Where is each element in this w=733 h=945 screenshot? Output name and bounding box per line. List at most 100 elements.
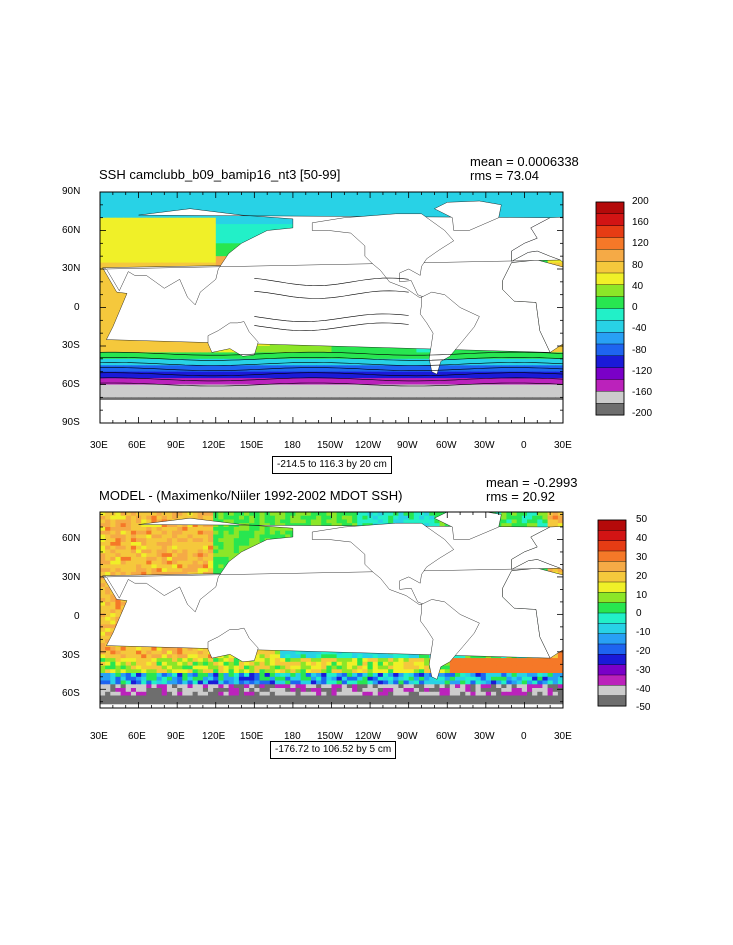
bottom-field-cell: [156, 519, 163, 524]
bottom-field-cell: [161, 571, 168, 577]
bottom-field-cell: [377, 519, 384, 524]
bottom-field-cell: [382, 519, 389, 524]
top-field-cell: [277, 224, 286, 232]
top-field-cell: [478, 371, 487, 379]
bottom-field-cell: [182, 571, 188, 577]
bottom-field-cell: [182, 560, 188, 565]
top-field-cell: [393, 358, 402, 366]
bottom-field-cell: [161, 523, 168, 528]
top-field-cell: [547, 365, 556, 373]
top-field-cell: [262, 198, 271, 206]
top-field-cell: [362, 384, 371, 392]
top-field-cell: [516, 371, 525, 379]
bottom-field-cell: [161, 515, 168, 520]
bottom-field-cell: [182, 515, 188, 520]
bottom-field-cell: [352, 519, 358, 524]
bottom-field-cell: [244, 519, 250, 524]
top-field-cell: [292, 192, 302, 199]
bottom-field-cell: [166, 534, 173, 539]
bottom-field-cell: [187, 527, 194, 532]
bottom-field-cell: [542, 515, 549, 520]
top-field-cell: [138, 371, 147, 379]
top-field-cell: [130, 230, 140, 238]
top-field-cell: [431, 378, 441, 386]
top-field-cell: [161, 262, 170, 270]
top-field-cell: [100, 390, 109, 398]
bottom-field-cell: [552, 512, 559, 517]
top-field-cell: [416, 365, 425, 373]
bottom-field-cell: [244, 527, 250, 532]
bottom-field-cell: [182, 523, 188, 528]
top-field-cell: [447, 390, 456, 398]
top-field-cell: [215, 198, 225, 206]
bottom-field-cell: [223, 553, 230, 558]
bottom-field-cell: [197, 527, 204, 532]
bottom-field-cell: [141, 560, 147, 565]
top-field-cell: [354, 198, 363, 206]
top-field-cell: [223, 384, 232, 392]
top-field-cell: [130, 352, 140, 360]
bottom-field-cell: [213, 523, 219, 528]
top-field-cell: [184, 256, 194, 264]
top-field-cell: [408, 352, 417, 360]
bottom-field-cell: [249, 515, 255, 520]
top-field-cell: [316, 204, 325, 212]
top-field-cell: [238, 236, 248, 244]
top-field-cell: [169, 192, 178, 199]
top-field-cell: [339, 346, 348, 353]
bottom-field-cell: [141, 523, 147, 528]
bottom-field-cell: [218, 527, 224, 532]
top-field-cell: [385, 378, 394, 386]
top-field-cell: [192, 249, 201, 257]
top-field-cell: [331, 211, 340, 219]
top-field-cell: [130, 243, 140, 251]
bottom-field-cell: [238, 542, 245, 547]
top-field-cell: [547, 390, 556, 398]
bottom-field-cell: [120, 515, 127, 520]
top-field-cell: [115, 294, 124, 302]
bottom-field-cell: [218, 523, 224, 528]
bottom-field-cell: [105, 628, 111, 633]
bottom-field-cell: [120, 545, 127, 550]
top-field-cell: [254, 224, 263, 232]
top-field-cell: [470, 192, 479, 199]
top-field-cell: [184, 384, 194, 392]
bottom-field-cell: [192, 512, 199, 517]
top-field-cell: [393, 346, 402, 353]
bottom-field-cell: [120, 549, 127, 554]
top-field-cell: [339, 192, 348, 199]
top-field-cell: [161, 236, 170, 244]
bottom-field-cell: [172, 523, 178, 528]
top-field-cell: [292, 358, 302, 366]
bottom-field-cell: [429, 523, 435, 528]
top-field-cell: [493, 365, 502, 373]
bottom-field-cell: [105, 594, 111, 599]
top-field-cell: [377, 390, 387, 398]
top-field-cell: [400, 378, 410, 386]
bottom-field-cell: [105, 571, 111, 577]
top-field-cell: [362, 371, 371, 379]
top-field-cell: [100, 217, 109, 225]
bottom-field-cell: [125, 523, 132, 528]
bottom-field-cell: [218, 515, 224, 520]
bottom-field-cell: [187, 542, 194, 547]
bottom-field-cell: [254, 534, 260, 539]
top-field-cell: [238, 211, 248, 219]
top-field-cell: [246, 224, 255, 232]
top-field-cell: [177, 236, 186, 244]
bottom-field-cell: [269, 527, 276, 532]
bottom-field-cell: [310, 512, 317, 517]
top-field-cell: [231, 230, 240, 238]
top-field-cell: [269, 358, 279, 366]
top-field-cell: [100, 269, 109, 276]
top-field-cell: [539, 378, 549, 386]
bottom-field-cell: [110, 519, 116, 524]
bottom-field-cell: [218, 545, 224, 550]
bottom-field-cell: [156, 564, 163, 569]
top-field-cell: [539, 390, 549, 398]
top-field-cell: [192, 230, 201, 238]
bottom-field-cell: [419, 519, 425, 524]
top-field-cell: [269, 192, 279, 199]
top-field-cell: [524, 384, 533, 392]
top-field-cell: [277, 198, 286, 206]
